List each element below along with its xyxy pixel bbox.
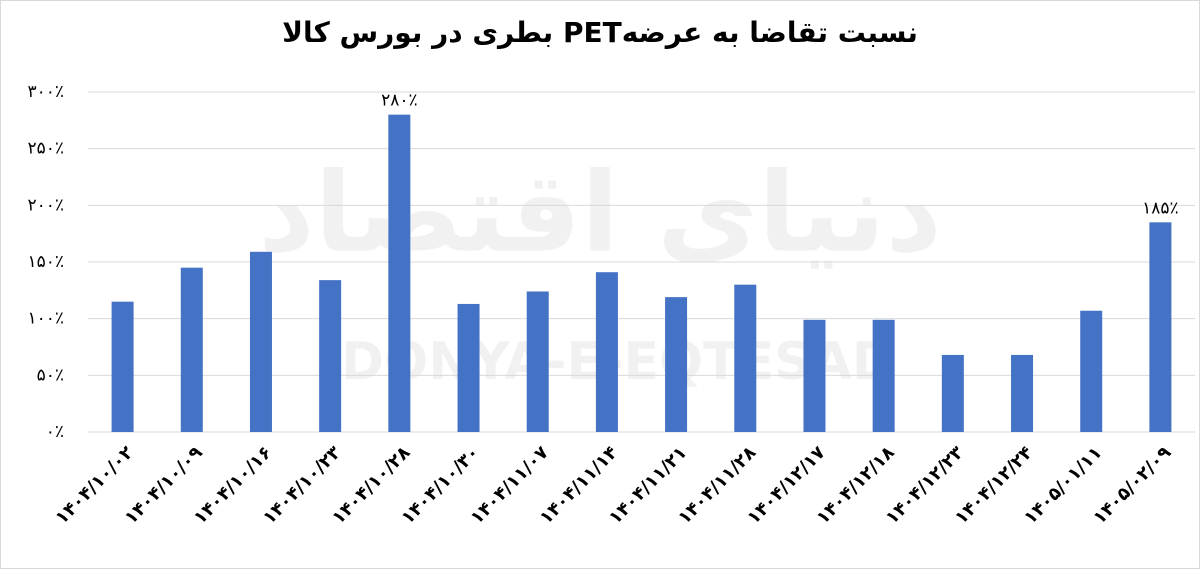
bar <box>941 354 964 432</box>
bar <box>111 301 134 432</box>
bar <box>180 267 203 432</box>
bar <box>457 303 480 432</box>
value-label: ۱۸۵٪ <box>1142 198 1179 218</box>
watermark-logo: دنیای اقتصاد <box>258 148 942 276</box>
chart-title: نسبت تقاضا به عرضهPET بطری در بورس کالا <box>282 16 918 49</box>
bar <box>319 280 342 432</box>
y-tick-label: ۰٪ <box>46 422 64 442</box>
bar <box>388 114 411 433</box>
y-tick-label: ۲۵۰٪ <box>27 139 64 159</box>
bar <box>872 319 895 432</box>
bar <box>526 291 549 432</box>
bar <box>734 284 757 432</box>
y-tick-label: ۱۰۰٪ <box>27 309 64 329</box>
watermark: DONYA-E-EQTESAD <box>341 332 895 392</box>
y-tick-label: ۳۰۰٪ <box>27 82 64 102</box>
bar <box>665 297 688 432</box>
bar <box>249 251 272 432</box>
bar <box>803 319 826 432</box>
y-tick-label: ۱۵۰٪ <box>27 252 64 272</box>
y-tick-label: ۲۰۰٪ <box>27 195 64 215</box>
value-label: ۲۸۰٪ <box>381 91 418 111</box>
y-tick-label: ۵۰٪ <box>37 365 64 385</box>
bar <box>1149 222 1172 432</box>
bar <box>1080 310 1103 432</box>
bar <box>1011 354 1034 432</box>
bar <box>595 272 618 432</box>
